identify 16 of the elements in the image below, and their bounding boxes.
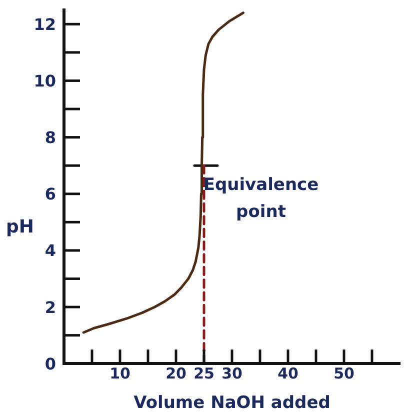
y-tick-label: 8 [44, 128, 56, 148]
x-tick-label: 50 [334, 364, 354, 382]
x-tick-label: 20 [166, 364, 186, 382]
x-tick-label: 40 [278, 364, 298, 382]
annotation: Equivalence point [203, 175, 319, 222]
x-tick-label: 25 [194, 364, 214, 382]
y-tick-label: 0 [44, 354, 56, 374]
x-tick-label: 10 [110, 364, 130, 382]
y-tick-label: 2 [44, 298, 56, 317]
x-axis-title: Volume NaOH added [134, 393, 330, 414]
y-axis-title: pH [6, 216, 34, 238]
x-tick-label: 30 [222, 364, 242, 382]
y-tick-label: 6 [44, 184, 56, 204]
y-tick-label: 10 [34, 71, 56, 90]
y-tick-label: 12 [34, 14, 56, 34]
y-tick-label: 4 [44, 241, 56, 260]
